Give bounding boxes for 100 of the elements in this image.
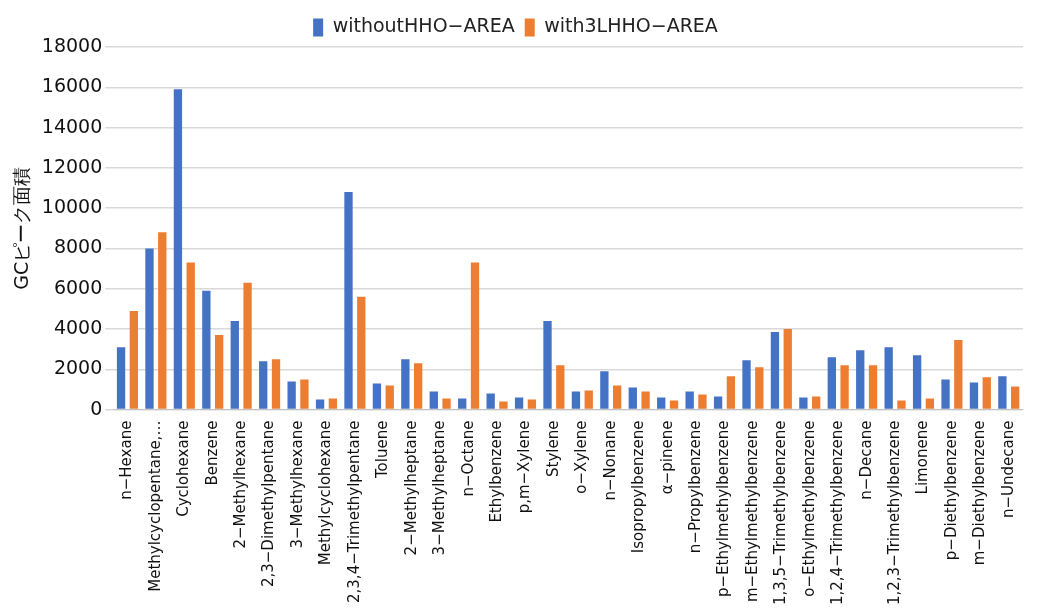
bar [499,401,508,409]
bar [243,282,252,409]
y-tick-label: 14000 [41,114,103,137]
bar [770,332,780,409]
bar [414,363,423,409]
x-tick-label: 1,3,5−Trimethylbenzene [771,420,790,606]
bar [812,396,821,409]
x-tick-label: n−Octane [458,420,477,497]
x-tick-label: m−Diethylbenzene [970,420,989,566]
bar [116,347,126,409]
bar [998,376,1007,409]
y-tick-label: 12000 [41,154,103,177]
y-axis-title: GCピーク面積 [10,166,33,290]
x-tick-label: p−Ethylmethylbenzene [714,420,733,597]
legend-label: with3LHHO−AREA [544,14,718,37]
bar [755,367,764,409]
bar [271,359,281,409]
bar [827,357,836,409]
y-tick-label: 16000 [41,74,103,97]
x-tick-label: 2,3,4−Trimethylpentane [344,420,363,603]
x-tick-label: n−Nonane [600,420,619,501]
bar [628,387,637,409]
y-tick-label: 6000 [53,275,103,298]
bar [385,385,394,409]
bar [129,310,139,409]
bar [698,394,707,409]
y-tick-label: 2000 [53,356,103,379]
bar [912,355,922,409]
bar [458,398,467,409]
y-tick-label: 18000 [41,33,103,56]
bar [726,376,736,409]
bar [954,340,963,409]
bar [982,377,991,409]
bar [941,379,950,409]
x-tick-label: 2,3−Dimethylpentane [259,420,278,588]
legend-label: withoutHHO−AREA [332,14,515,37]
y-tick-label: 4000 [53,315,103,338]
x-tick-label: Benzene [202,420,221,486]
bar [600,371,609,409]
x-tick-label: p−Diethylbenzene [941,420,960,561]
x-tick-label: o−Xylene [572,420,591,494]
x-tick-label: Stylene [543,420,562,478]
bar [145,248,154,409]
bar [486,393,495,409]
bar [344,192,353,409]
bar [202,290,211,409]
bar [685,391,694,409]
x-tick-label: 3−Methylheptane [430,420,449,556]
x-tick-label: 2−Methylhexane [231,420,250,549]
x-tick-label: Cyclohexane [174,420,193,517]
x-tick-label: 3−Methylhexane [287,420,306,549]
x-tick-label: Ethylbenzene [486,420,505,523]
x-tick-label: n−Hexane [117,420,136,500]
bar [799,397,808,409]
bar [230,320,239,409]
bar [429,391,438,409]
bar [925,398,935,409]
bar [214,335,224,409]
x-tick-label: n−Undecane [998,420,1017,519]
y-tick-label: 0 [90,396,103,419]
bar [613,385,622,409]
bar [969,382,979,409]
bar [571,391,581,409]
bar [470,262,480,409]
bar [259,361,268,409]
bar [401,359,410,409]
bar [372,383,382,409]
bar [884,347,893,409]
x-tick-label: o−Ethylmethylbenzene [799,420,818,597]
bar [840,365,849,409]
bar [287,381,296,409]
x-tick-label: p,m−Xylene [515,420,534,514]
x-tick-label: Methylcyclopentane,… [145,420,164,592]
bar [328,398,338,409]
bar [897,400,906,409]
bar [669,400,679,409]
bar [514,397,524,409]
x-tick-label: Methylcyclohexane [316,420,335,566]
bar [641,391,650,409]
bar [300,379,309,409]
x-tick-label: 2−Methylheptane [401,420,420,556]
x-tick-label: Toluene [373,420,392,480]
x-tick-label: Isopropylbenzene [629,420,648,554]
bar [856,350,865,409]
bar [527,399,537,409]
bar [556,365,565,409]
y-tick-label: 10000 [41,195,103,218]
bar [713,396,723,409]
x-tick-label: m−Ethylmethylbenzene [742,420,761,603]
bar [584,390,593,409]
bar [543,320,552,409]
bar [357,296,366,409]
x-tick-label: n−Propylbenzene [685,420,704,554]
bar [657,397,666,409]
bar [783,329,792,409]
bar [158,232,167,409]
x-tick-label: 1,2,3−Trimethylbenzene [884,420,903,606]
bar [186,262,195,409]
bar [1011,386,1020,409]
bar [315,399,325,409]
